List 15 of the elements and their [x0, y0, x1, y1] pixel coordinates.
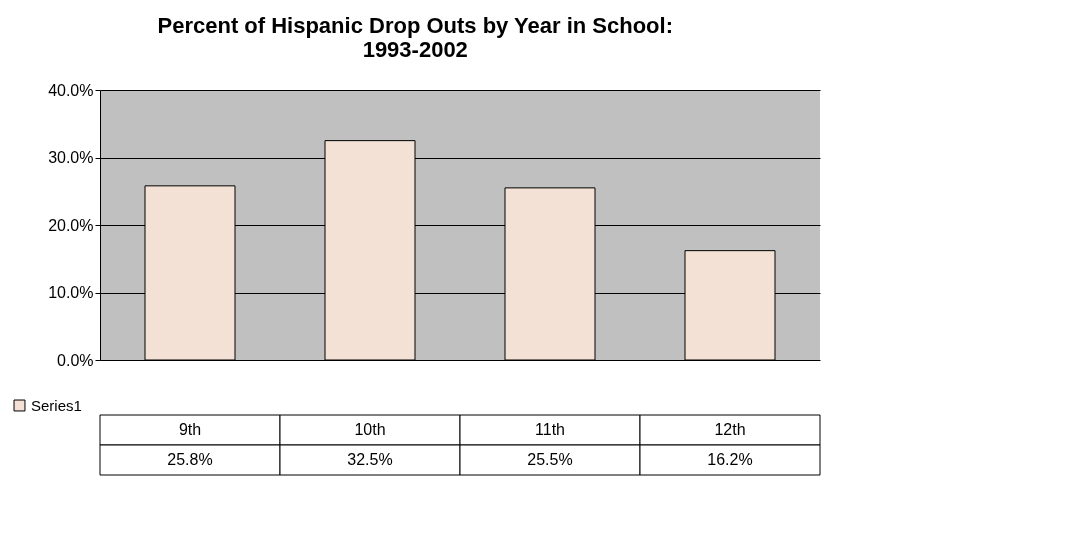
y-tick-label: 10.0%: [48, 284, 94, 301]
data-label: 25.8%: [167, 451, 213, 468]
data-label: 25.5%: [527, 451, 573, 468]
y-tick-label: 0.0%: [57, 351, 94, 369]
data-label: 32.5%: [347, 451, 393, 468]
x-tick-label: 10th: [354, 421, 386, 438]
legend-label: Series1: [31, 396, 82, 414]
x-tick-label: 11th: [535, 421, 565, 438]
x-tick-label: 9th: [178, 421, 202, 438]
x-tick-label: 12th: [714, 421, 746, 438]
data-label: 16.2%: [707, 451, 753, 468]
y-tick-label: 30.0%: [48, 149, 94, 166]
chart-title: Percent of Hispanic Drop Outs by Year in School: 1993-2002: [157, 13, 673, 62]
y-tick-label: 40.0%: [48, 81, 94, 99]
y-tick-label: 20.0%: [48, 216, 94, 234]
